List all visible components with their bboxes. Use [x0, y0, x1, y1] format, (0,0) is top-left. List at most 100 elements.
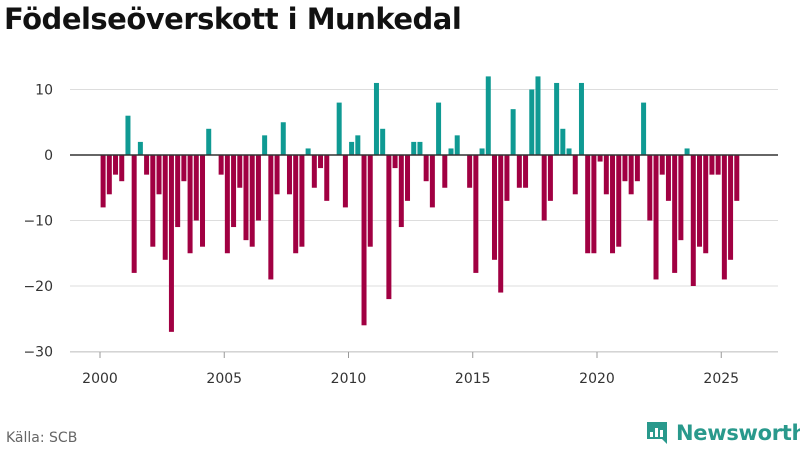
x-tick-label: 2005 [206, 371, 242, 387]
bar [429, 155, 435, 208]
bar [405, 155, 411, 201]
x-tick-label: 2000 [82, 371, 118, 387]
bar [175, 155, 181, 228]
bar [262, 135, 268, 155]
bar [709, 155, 715, 175]
bar [286, 155, 292, 195]
bar [610, 155, 616, 254]
x-tick-label: 2025 [703, 371, 739, 387]
bar [585, 155, 591, 254]
source-label: Källa: SCB [6, 430, 78, 446]
bar [355, 135, 361, 155]
bar [641, 102, 647, 155]
y-tick-label: 0 [44, 148, 53, 164]
newsworthy-logo-icon [647, 422, 667, 444]
bar [473, 155, 479, 273]
bar [231, 155, 237, 228]
bar [628, 155, 634, 195]
y-tick-label: −30 [23, 345, 53, 361]
bar [572, 155, 578, 195]
bar [417, 141, 423, 155]
bar [100, 155, 106, 208]
bar [144, 155, 150, 175]
bar [603, 155, 609, 195]
bar [113, 155, 119, 175]
bar [336, 102, 342, 155]
bar [529, 89, 535, 155]
bar [249, 155, 255, 247]
x-tick-label: 2020 [579, 371, 615, 387]
bar [280, 122, 286, 155]
bar [131, 155, 137, 273]
bar [659, 155, 665, 175]
bar [243, 155, 249, 241]
bar [721, 155, 727, 280]
bar [411, 141, 417, 155]
bar [715, 155, 721, 175]
bar [237, 155, 243, 188]
bar [392, 155, 398, 169]
bar [653, 155, 659, 280]
bar [647, 155, 653, 221]
bar [547, 155, 553, 201]
bar [137, 141, 143, 155]
bar [423, 155, 429, 182]
bar [342, 155, 348, 208]
bar [541, 155, 547, 221]
bar [206, 128, 212, 155]
bar [665, 155, 671, 201]
brand-name: Newsworthy [676, 421, 800, 445]
x-tick-label: 2010 [331, 371, 367, 387]
bar [516, 155, 522, 188]
bar [255, 155, 261, 221]
bar [703, 155, 709, 254]
bar [386, 155, 392, 300]
bar [485, 76, 491, 155]
bar [361, 155, 367, 326]
bar [436, 102, 442, 155]
y-tick-label: 10 [35, 83, 53, 99]
bar [193, 155, 199, 221]
bar [380, 128, 386, 155]
bar [734, 155, 740, 201]
bar [150, 155, 156, 247]
bar [187, 155, 193, 254]
brand-logo: Newsworthy [644, 419, 800, 447]
bar [672, 155, 678, 273]
bar [274, 155, 280, 195]
bar [162, 155, 168, 260]
bar [324, 155, 330, 201]
bar [504, 155, 510, 201]
bar [560, 128, 566, 155]
bars [100, 76, 740, 332]
bar [684, 148, 690, 155]
bar [578, 82, 584, 155]
bar [467, 155, 473, 188]
bar [349, 141, 355, 155]
bar [448, 148, 454, 155]
bar [119, 155, 125, 182]
bar [224, 155, 230, 254]
bar [168, 155, 174, 332]
bar [479, 148, 485, 155]
x-tick-label: 2015 [455, 371, 491, 387]
bar [181, 155, 187, 182]
bar [305, 148, 311, 155]
bar [697, 155, 703, 247]
chart-title: Födelseöverskott i Munkedal [4, 2, 462, 36]
bar [200, 155, 206, 247]
bar [311, 155, 317, 188]
bar [367, 155, 373, 247]
bar [690, 155, 696, 286]
bar [634, 155, 640, 182]
bar [454, 135, 460, 155]
bar [535, 76, 541, 155]
y-tick-label: −20 [23, 279, 53, 295]
bar [125, 115, 131, 155]
bar [591, 155, 597, 254]
bar [156, 155, 162, 195]
bar [622, 155, 628, 182]
bar [566, 148, 572, 155]
bar [510, 109, 516, 155]
